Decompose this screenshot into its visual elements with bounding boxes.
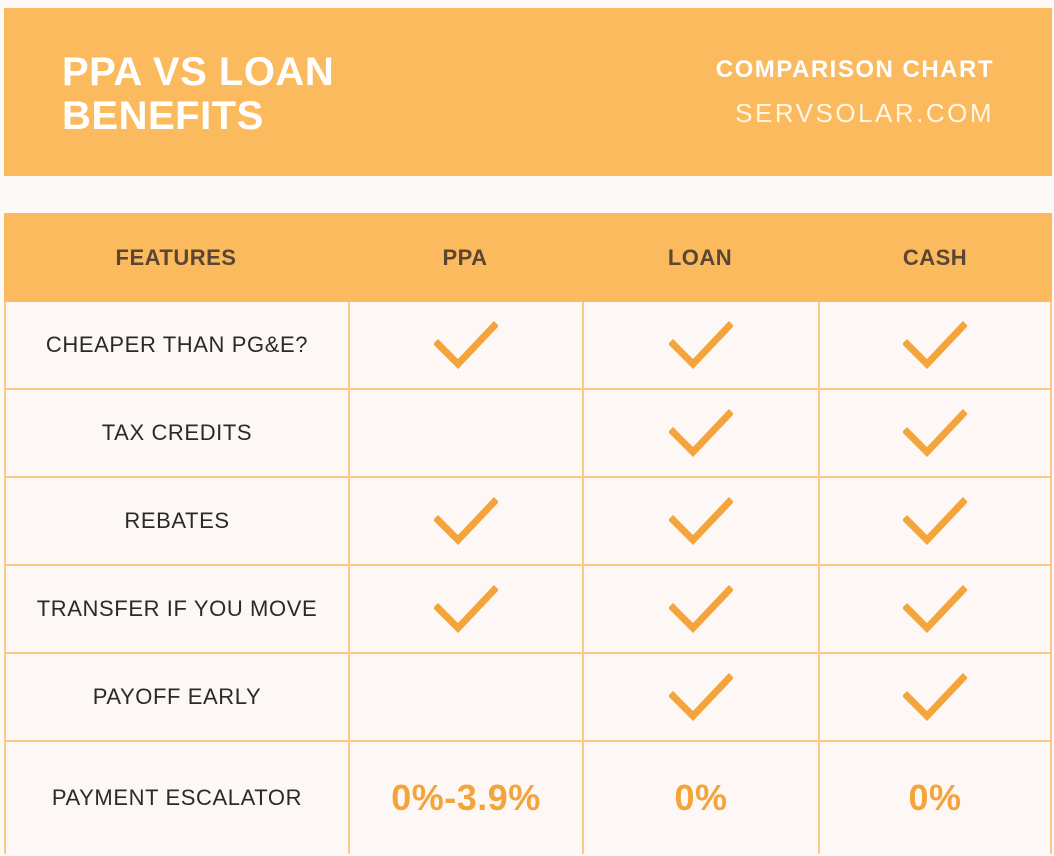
ppa-value: 0%-3.9% bbox=[348, 742, 582, 854]
table-row: REBATES bbox=[6, 478, 1050, 566]
table-row: TRANSFER IF YOU MOVE bbox=[6, 566, 1050, 654]
title-line-2: BENEFITS bbox=[62, 94, 264, 138]
feature-label: REBATES bbox=[124, 508, 230, 533]
page-title: PPA VS LOAN BENEFITS bbox=[62, 50, 334, 138]
table-header: FEATURES PPA LOAN CASH bbox=[4, 213, 1052, 302]
checkmark-icon bbox=[818, 654, 1050, 740]
empty-cell bbox=[348, 654, 582, 740]
column-header-cash: CASH bbox=[902, 245, 968, 270]
checkmark-icon bbox=[348, 302, 582, 388]
table-row: PAYOFF EARLY bbox=[6, 654, 1050, 742]
checkmark-icon bbox=[818, 478, 1050, 564]
table-row: PAYMENT ESCALATOR 0%-3.9% 0% 0% bbox=[6, 742, 1050, 854]
column-header-loan: LOAN bbox=[667, 245, 733, 270]
column-header-ppa: PPA bbox=[442, 245, 488, 270]
checkmark-icon bbox=[348, 478, 582, 564]
feature-label: TAX CREDITS bbox=[101, 420, 253, 445]
title-line-1: PPA VS LOAN bbox=[62, 50, 335, 94]
column-header-features: FEATURES bbox=[115, 245, 237, 270]
table-row: CHEAPER THAN PG&E? bbox=[6, 302, 1050, 390]
checkmark-icon bbox=[818, 566, 1050, 652]
checkmark-icon bbox=[818, 390, 1050, 476]
checkmark-icon bbox=[582, 654, 818, 740]
site-url: SERVSOLAR.COM bbox=[735, 98, 994, 128]
table-row: TAX CREDITS bbox=[6, 390, 1050, 478]
feature-label: TRANSFER IF YOU MOVE bbox=[36, 596, 318, 621]
empty-cell bbox=[348, 390, 582, 476]
checkmark-icon bbox=[582, 302, 818, 388]
feature-label: CHEAPER THAN PG&E? bbox=[45, 332, 309, 357]
header-banner: PPA VS LOAN BENEFITS COMPARISON CHART SE… bbox=[4, 8, 1052, 176]
feature-label: PAYOFF EARLY bbox=[92, 684, 262, 709]
cash-value: 0% bbox=[818, 742, 1050, 854]
checkmark-icon bbox=[582, 390, 818, 476]
comparison-table: FEATURES PPA LOAN CASH CHEAPER THAN PG&E… bbox=[4, 213, 1052, 854]
page-subtitle: COMPARISON CHART bbox=[715, 56, 994, 83]
table-body: CHEAPER THAN PG&E? TAX CREDITS REBATES TRAN… bbox=[4, 302, 1052, 854]
checkmark-icon bbox=[582, 478, 818, 564]
checkmark-icon bbox=[582, 566, 818, 652]
feature-label: PAYMENT ESCALATOR bbox=[51, 785, 303, 810]
checkmark-icon bbox=[348, 566, 582, 652]
checkmark-icon bbox=[818, 302, 1050, 388]
loan-value: 0% bbox=[582, 742, 818, 854]
